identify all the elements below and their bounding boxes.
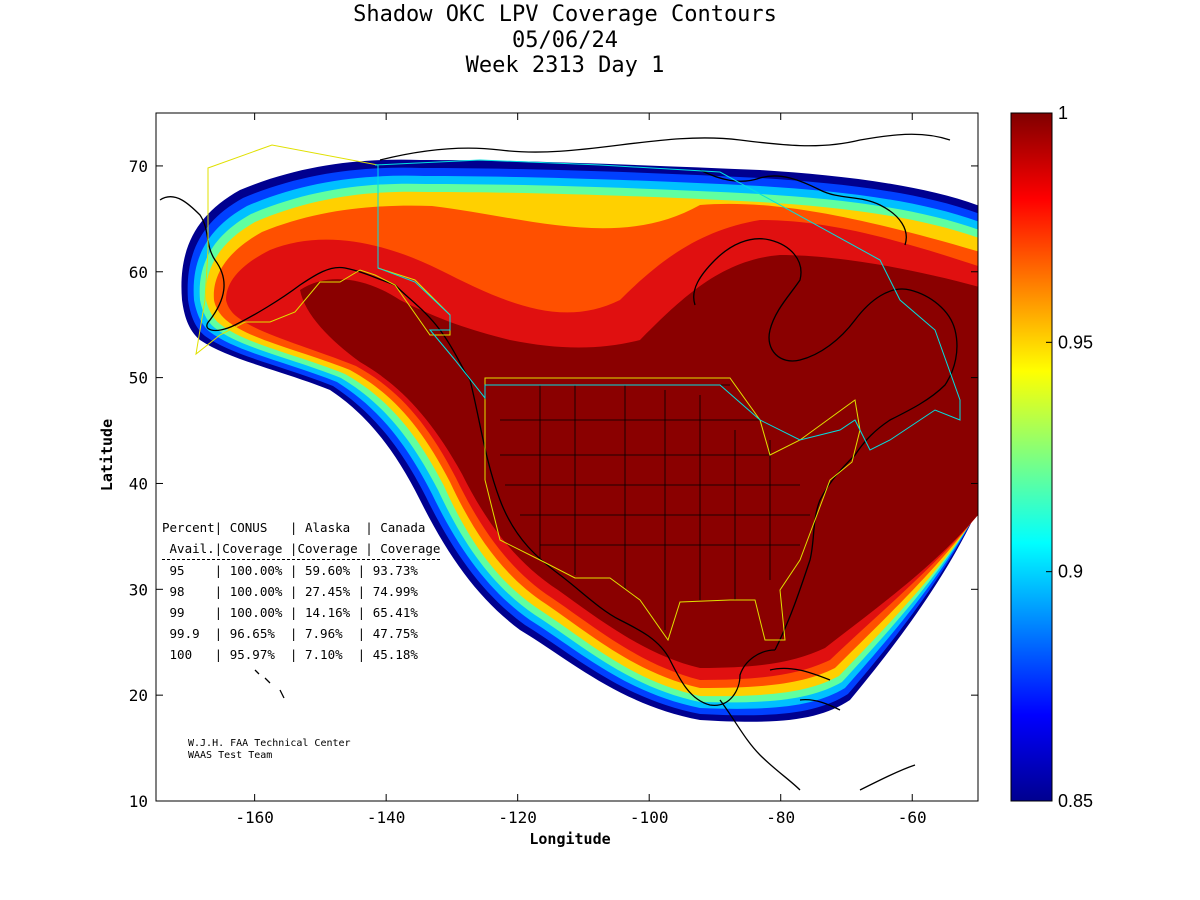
x-tick-label: -100: [630, 808, 669, 827]
y-tick-label: 60: [129, 263, 148, 282]
y-axis-label: Latitude: [98, 419, 116, 491]
coverage-contours: [181, 159, 978, 722]
y-tick-label: 30: [129, 580, 148, 599]
y-tick-label: 20: [129, 686, 148, 705]
y-axis: 10 20 30 40 50 60 70: [129, 157, 978, 811]
colorbar-ticks: 1 0.95 0.9 0.85: [1046, 103, 1093, 811]
colorbar: [1010, 112, 1053, 802]
alaska-region-outline: [195, 144, 451, 356]
stats-header-2: Avail.|Coverage |Coverage | Coverage: [162, 538, 441, 560]
canada-region-outline: [374, 159, 961, 451]
plot-frame: [155, 112, 979, 802]
credit-block: W.J.H. FAA Technical Center WAAS Test Te…: [188, 738, 351, 762]
stats-row: 99 | 100.00% | 14.16% | 65.41%: [162, 605, 418, 620]
y-tick-label: 70: [129, 157, 148, 176]
y-tick-label: 40: [129, 474, 148, 493]
coverage-stats-table: Percent| CONUS | Alaska | Canada Avail.|…: [162, 517, 441, 665]
stats-row: 95 | 100.00% | 59.60% | 93.73%: [162, 563, 418, 578]
x-axis: -160 -140 -120 -100 -80 -60: [235, 113, 927, 827]
x-tick-label: -140: [367, 808, 406, 827]
x-axis-label: Longitude: [529, 830, 610, 848]
colorbar-tick-label: 0.85: [1058, 791, 1093, 811]
y-tick-label: 10: [129, 792, 148, 811]
credit-line-2: WAAS Test Team: [188, 750, 273, 761]
y-tick-label: 50: [129, 369, 148, 388]
x-tick-label: -160: [235, 808, 274, 827]
x-tick-label: -80: [766, 808, 795, 827]
x-tick-label: -60: [898, 808, 927, 827]
stats-row: 100 | 95.97% | 7.10% | 45.18%: [162, 647, 418, 662]
colorbar-tick-label: 0.95: [1058, 332, 1093, 352]
region-outlines: [195, 144, 961, 642]
colorbar-tick-label: 1: [1058, 103, 1068, 123]
colorbar-tick-label: 0.9: [1058, 562, 1083, 582]
stats-row: 98 | 100.00% | 27.45% | 74.99%: [162, 584, 418, 599]
stats-header-1: Percent| CONUS | Alaska | Canada: [162, 520, 426, 535]
credit-line-1: W.J.H. FAA Technical Center: [188, 738, 351, 749]
map-week-day: Week 2313 Day 1: [465, 53, 665, 78]
map-date: 05/06/24: [512, 28, 618, 53]
map-title: Shadow OKC LPV Coverage Contours: [353, 2, 777, 27]
stats-row: 99.9 | 96.65% | 7.96% | 47.75%: [162, 626, 418, 641]
x-tick-label: -120: [498, 808, 537, 827]
